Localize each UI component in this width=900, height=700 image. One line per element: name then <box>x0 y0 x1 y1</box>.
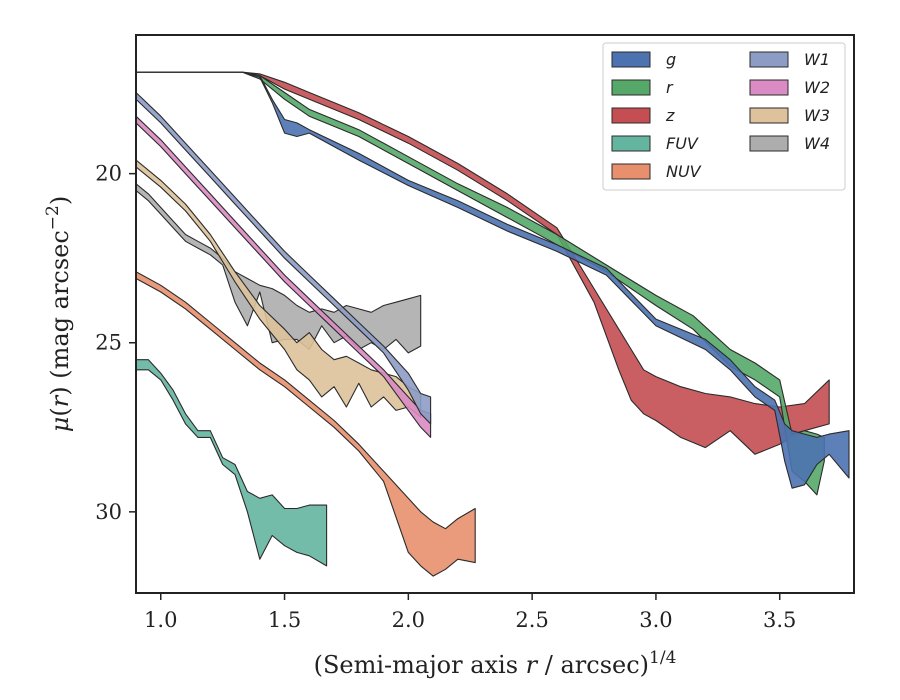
series-band-w1 <box>136 91 432 425</box>
x-tick-label: 3.0 <box>639 608 672 632</box>
legend-swatch-g <box>611 51 651 68</box>
x-tick-label: 2.5 <box>515 608 548 632</box>
x-tick-label: 1.0 <box>144 608 177 632</box>
series-band-nuv <box>136 271 476 577</box>
legend-swatch-w3 <box>749 107 789 124</box>
legend-label-fuv: FUV <box>666 134 699 153</box>
legend-swatch-w4 <box>749 135 789 152</box>
legend-swatch-w1 <box>749 51 789 68</box>
x-tick-label: 1.5 <box>268 608 301 632</box>
legend-label-z: z <box>665 106 675 125</box>
series-band-fuv <box>136 359 328 567</box>
y-tick-label: 25 <box>95 331 122 355</box>
legend-label-r: r <box>666 78 674 97</box>
legend-label-w1: W1 <box>804 50 830 69</box>
series-band-g <box>136 71 850 489</box>
legend-swatch-nuv <box>611 163 651 180</box>
legend-label-g: g <box>666 50 676 69</box>
legend-swatch-z <box>611 107 651 124</box>
legend-swatch-fuv <box>611 135 651 152</box>
plot-frame <box>135 34 855 594</box>
series-band-z <box>136 71 830 455</box>
x-axis-label: (Semi-major axis r / arcsec)1/4 <box>314 648 677 679</box>
y-tick-label: 20 <box>95 162 122 186</box>
legend-label-nuv: NUV <box>666 162 702 181</box>
x-tick-label: 3.5 <box>763 608 796 632</box>
ticks-layer: 1.0 1.5 2.0 2.5 3.0 3.5 20 25 30 <box>95 162 796 632</box>
series-layer <box>136 71 850 577</box>
x-tick-label: 2.0 <box>392 608 425 632</box>
y-axis-label: μ(r) (mag arcsec−2) <box>43 196 74 433</box>
legend: grz FUV NUV W1 W2 W3 W4 <box>602 42 846 191</box>
legend-label-w4: W4 <box>804 134 830 153</box>
legend-label-w3: W3 <box>804 106 830 125</box>
legend-swatch-r <box>611 79 651 96</box>
legend-swatch-w2 <box>749 79 789 96</box>
y-tick-label: 30 <box>95 500 122 524</box>
legend-label-w2: W2 <box>804 78 830 97</box>
